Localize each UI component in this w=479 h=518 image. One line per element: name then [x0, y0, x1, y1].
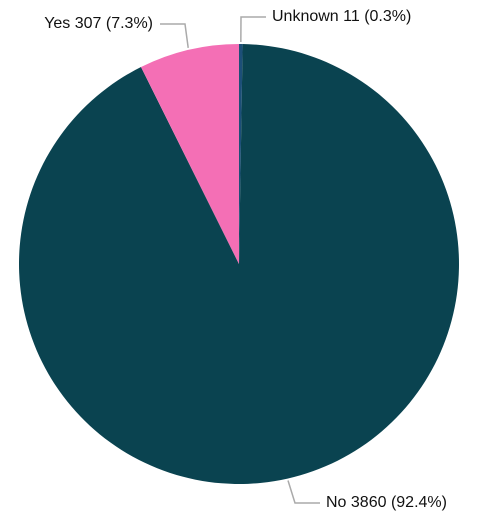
- slice-label: No 3860 (92.4%): [326, 494, 447, 511]
- slice-label: Yes 307 (7.3%): [44, 15, 153, 32]
- pie-slice: [18, 44, 459, 484]
- leader-line: [240, 16, 266, 43]
- pie-slice: [140, 44, 239, 264]
- pie-slice: [239, 44, 243, 264]
- leader-line: [160, 23, 189, 48]
- leader-line: [287, 480, 320, 504]
- slice-label: Unknown 11 (0.3%): [272, 8, 411, 25]
